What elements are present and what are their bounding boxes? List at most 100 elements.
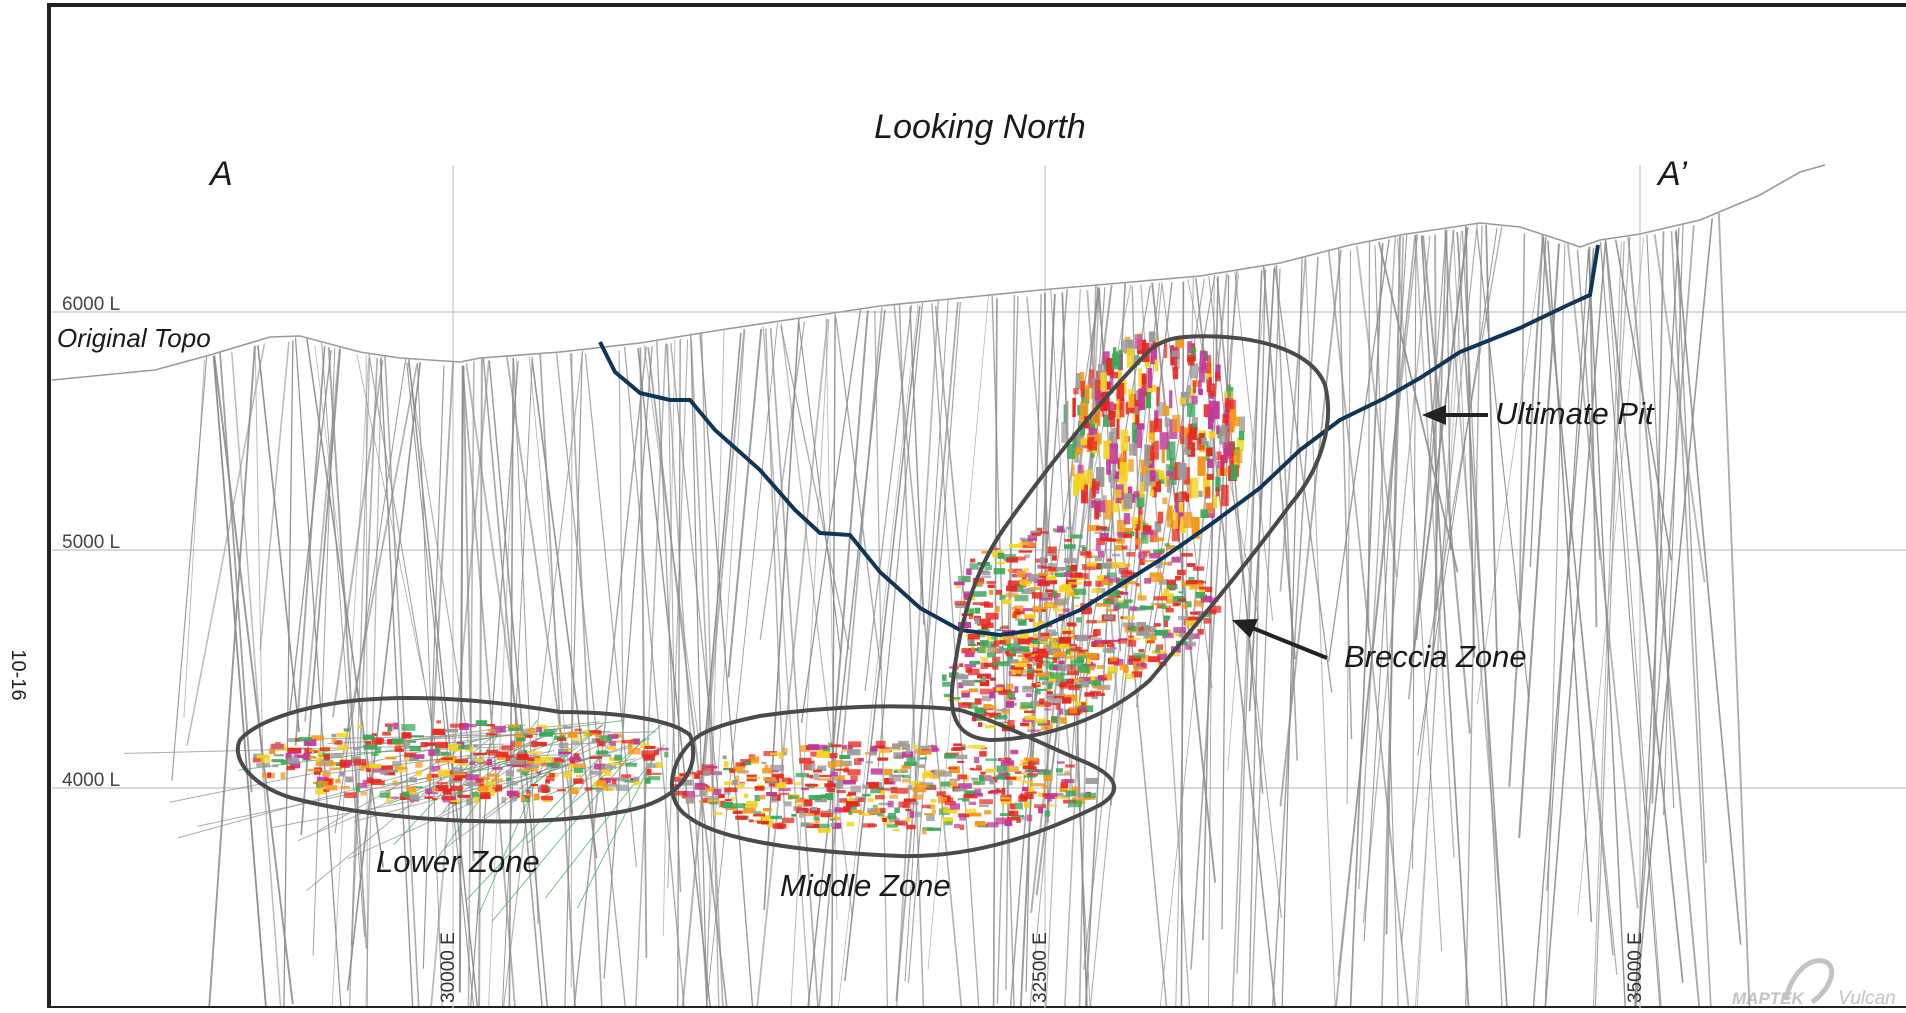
grade-interval [843, 768, 849, 773]
grade-interval [527, 757, 541, 761]
drillhole-trace [1508, 238, 1544, 787]
grade-interval [526, 789, 531, 794]
grade-interval [768, 781, 775, 787]
drillhole-trace [1305, 259, 1336, 1007]
drillhole-trace [690, 334, 708, 1007]
drillhole-trace [1566, 243, 1639, 909]
drillhole-trace [756, 319, 829, 1007]
grade-interval [1022, 762, 1031, 770]
grade-interval [1148, 432, 1155, 443]
drillhole-trace [1248, 269, 1266, 1007]
grade-interval [806, 823, 820, 828]
grade-interval [1212, 494, 1218, 509]
grade-interval [772, 773, 784, 779]
grade-interval [1074, 447, 1079, 463]
grade-interval [295, 738, 301, 742]
grade-interval [260, 756, 271, 763]
grade-interval [1171, 350, 1178, 357]
grade-interval [1061, 779, 1075, 784]
grade-interval [1014, 802, 1023, 810]
grade-interval [936, 791, 946, 797]
grade-interval [901, 774, 910, 779]
grade-interval [1095, 676, 1105, 682]
grade-interval [1069, 706, 1078, 714]
grade-interval [984, 564, 993, 570]
grade-interval [1057, 773, 1071, 776]
grade-interval [713, 788, 722, 795]
grade-interval [1085, 777, 1099, 784]
grade-interval [465, 774, 480, 781]
grade-interval [1109, 431, 1114, 449]
grade-interval [1179, 397, 1187, 405]
grade-interval [729, 796, 735, 802]
grade-interval [1174, 492, 1179, 502]
grade-interval [751, 810, 762, 813]
grade-interval [1162, 405, 1170, 416]
grade-interval [894, 807, 900, 813]
grade-interval [1203, 477, 1211, 497]
grade-interval [615, 784, 629, 791]
grade-interval [298, 737, 312, 742]
drillhole-trace [478, 358, 483, 1007]
grade-interval [1027, 664, 1032, 669]
grade-interval [903, 761, 917, 766]
drillhole-trace [334, 741, 617, 755]
grade-interval [1138, 368, 1142, 388]
grade-interval [1057, 525, 1064, 533]
grade-interval [890, 780, 896, 785]
grade-interval [395, 744, 403, 748]
grade-interval [1218, 425, 1228, 445]
grade-interval [1159, 550, 1164, 555]
grade-interval [371, 737, 382, 745]
grade-interval [641, 750, 655, 757]
grade-interval [834, 807, 842, 813]
grade-interval [992, 656, 1001, 664]
grade-interval [1091, 404, 1101, 425]
drillhole-trace [331, 360, 384, 718]
grade-interval [401, 791, 410, 798]
grade-interval [1141, 550, 1151, 554]
grade-interval [979, 775, 984, 781]
grade-interval [839, 798, 848, 803]
grade-interval [1115, 545, 1123, 551]
grade-interval [457, 791, 463, 796]
grade-interval [979, 603, 991, 606]
grade-interval [1087, 658, 1091, 665]
grade-interval [1174, 595, 1184, 599]
grade-interval [981, 676, 987, 682]
grade-interval [1063, 572, 1072, 577]
grade-interval [1068, 684, 1080, 691]
grade-interval [729, 768, 736, 773]
grade-interval [525, 793, 532, 797]
grade-interval [948, 781, 958, 787]
grade-interval [308, 749, 315, 752]
grade-interval [1205, 486, 1211, 499]
grade-interval [1095, 380, 1102, 400]
grade-interval [732, 780, 739, 786]
grade-interval [1064, 770, 1071, 775]
grade-interval [409, 745, 421, 752]
grade-interval [1225, 442, 1232, 459]
grade-interval [694, 782, 706, 790]
grade-interval [968, 638, 976, 645]
grade-interval [1103, 414, 1110, 427]
grade-interval [1123, 493, 1133, 509]
grade-interval [1215, 476, 1221, 492]
drillhole-trace [1227, 269, 1267, 771]
grade-interval [1051, 716, 1058, 723]
grade-interval [1229, 454, 1237, 468]
grade-interval [285, 753, 292, 760]
grade-interval [375, 746, 382, 754]
grade-interval [961, 690, 969, 693]
grade-interval [1181, 553, 1193, 557]
drillhole-trace [1407, 229, 1455, 700]
grade-interval [645, 777, 651, 784]
grade-interval [970, 558, 976, 563]
grade-interval [878, 802, 893, 806]
grade-interval [979, 799, 993, 805]
grade-interval [953, 743, 963, 746]
grade-interval [1123, 534, 1132, 539]
grade-interval [906, 757, 915, 762]
grade-interval [1126, 348, 1134, 369]
grade-interval [1107, 538, 1122, 542]
